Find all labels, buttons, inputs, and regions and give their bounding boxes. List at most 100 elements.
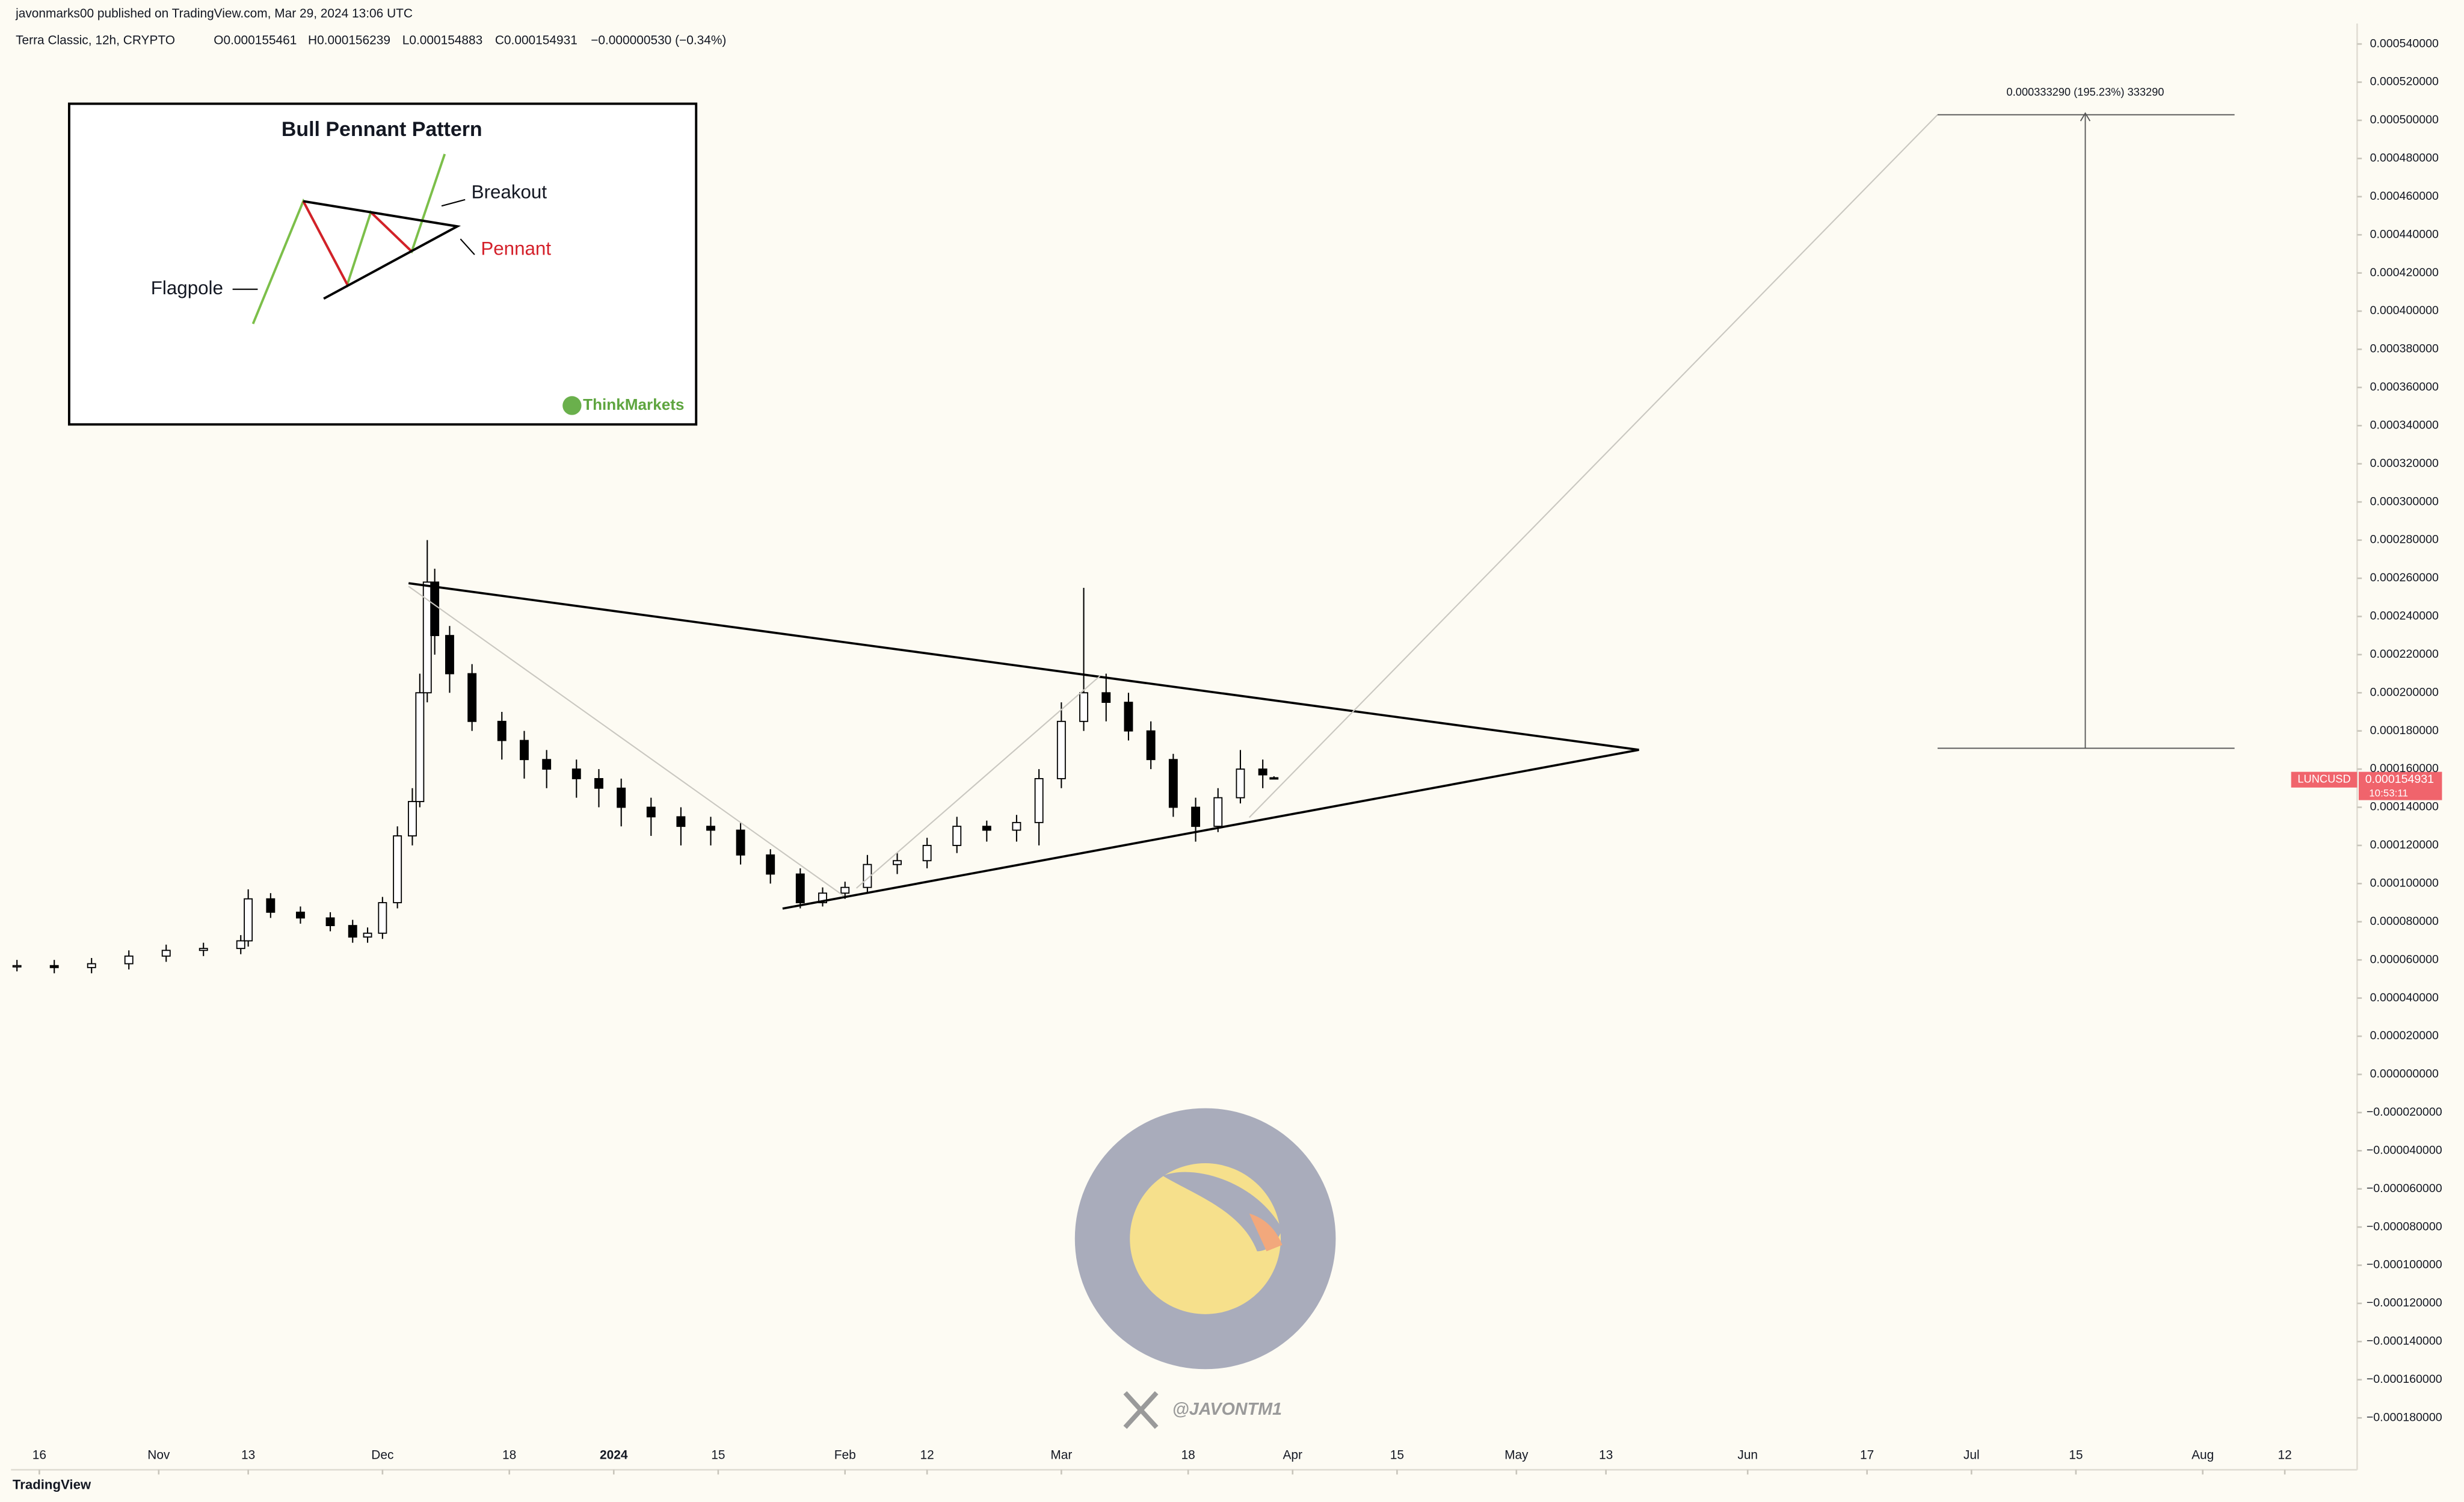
x-tick-label: 13 — [241, 1448, 255, 1462]
projection — [408, 114, 1938, 897]
y-tick-label: 0.000320000 — [2370, 457, 2439, 470]
candle-body — [422, 581, 432, 694]
y-tick-label: −0.000160000 — [2367, 1373, 2442, 1386]
x-tick-label: 15 — [711, 1448, 725, 1462]
brand: ThinkMarkets — [583, 395, 684, 413]
logo-accent — [1249, 1213, 1283, 1252]
y-tick-label: 0.000340000 — [2370, 418, 2439, 431]
y-tick-label: 0.000060000 — [2370, 953, 2439, 966]
inset-frame — [67, 102, 698, 426]
y-tick-label: −0.000120000 — [2367, 1296, 2442, 1309]
y-tick-label: −0.000060000 — [2367, 1182, 2442, 1195]
y-tick-label: 0.000080000 — [2370, 915, 2439, 928]
candle-body — [1034, 778, 1044, 823]
candle-body — [952, 826, 962, 846]
y-tick-label: −0.000180000 — [2367, 1411, 2442, 1424]
inset-title: Bull Pennant Pattern — [282, 118, 482, 141]
price-badge — [2291, 771, 2358, 788]
candle-body — [922, 844, 932, 862]
inset: Bull Pennant Pattern Breakout Pennant Fl… — [67, 102, 698, 426]
price-symbol: LUNCUSD — [2297, 773, 2350, 785]
y-tick-label: 0.000140000 — [2370, 800, 2439, 814]
projection-line — [1248, 114, 1938, 818]
y-tick-label: 0.000300000 — [2370, 495, 2439, 508]
triangle — [408, 582, 1639, 910]
y-tick-label: 0.000460000 — [2370, 190, 2439, 203]
trendline — [408, 582, 1639, 751]
inset-label: Pennant — [481, 238, 551, 259]
watermark: @JAVONTM1 — [1172, 1400, 1282, 1419]
x-tick-label: 17 — [1860, 1448, 1874, 1462]
y-tick-label: 0.000240000 — [2370, 610, 2439, 623]
candle-body — [467, 673, 477, 722]
ohlc: C0.000154931 — [495, 33, 578, 47]
x-tick-label: Dec — [371, 1448, 393, 1462]
candle-body — [295, 911, 305, 919]
candle-body — [393, 835, 402, 903]
x-tick-label: 12 — [920, 1448, 934, 1462]
candle-body — [1168, 759, 1178, 808]
y-tick-label: 0.000000000 — [2370, 1068, 2439, 1081]
candle-body — [408, 801, 417, 836]
y-tick-label: 0.000040000 — [2370, 991, 2439, 1004]
change: −0.000000530 (−0.34%) — [591, 33, 726, 47]
x-tick-label: 13 — [1599, 1448, 1613, 1462]
x-tick-label: Jul — [1964, 1448, 1980, 1462]
y-tick-label: 0.000180000 — [2370, 724, 2439, 737]
candle-body — [840, 886, 850, 894]
pattern — [303, 200, 461, 300]
x-tick-label: May — [1505, 1448, 1529, 1462]
y-tick-label: 0.000520000 — [2370, 75, 2439, 88]
candle-body — [378, 902, 387, 934]
inset-label: Flagpole — [151, 277, 223, 298]
y-tick-label: −0.000080000 — [2367, 1220, 2442, 1233]
x-tick-label: 18 — [502, 1448, 516, 1462]
candle-body — [445, 635, 454, 675]
price-value: 0.000154931 — [2365, 773, 2434, 786]
candle-body — [87, 963, 96, 968]
x-tick-label: 12 — [2278, 1448, 2291, 1462]
candle-body — [1146, 730, 1156, 761]
logo-crescent — [1163, 1172, 1283, 1252]
x-tick-label: Mar — [1050, 1448, 1072, 1462]
pattern — [302, 200, 413, 285]
candle-body — [893, 860, 902, 865]
y-tick-label: 0.000280000 — [2370, 533, 2439, 546]
candle-body — [520, 740, 529, 761]
price-countdown: 10:53:11 — [2369, 788, 2408, 799]
inset-label: Breakout — [472, 182, 547, 203]
candle-body — [706, 826, 715, 831]
y-tick-label: 0.000260000 — [2370, 571, 2439, 584]
candle-body — [571, 768, 581, 779]
measure — [1937, 112, 2235, 749]
ohlc: O0.000155461 — [214, 33, 297, 47]
published: javonmarks00 published on TradingView.co… — [15, 7, 413, 20]
branding: TradingView — [13, 1477, 91, 1492]
x-tick-label: Apr — [1283, 1448, 1303, 1462]
x-tick-label: 15 — [1390, 1448, 1404, 1462]
candle-body — [199, 948, 208, 951]
y-tick-label: −0.000040000 — [2367, 1143, 2442, 1157]
y-tick-label: 0.000500000 — [2370, 113, 2439, 126]
y-tick-label: −0.000140000 — [2367, 1335, 2442, 1348]
candle-body — [1101, 692, 1111, 703]
candle-body — [236, 940, 245, 950]
candle-body — [617, 787, 626, 808]
x-tick-label: Nov — [147, 1448, 170, 1462]
candle-body — [542, 759, 552, 770]
y-tick-label: 0.000480000 — [2370, 152, 2439, 165]
x-tick-label: Feb — [834, 1448, 856, 1462]
candle-body — [363, 932, 372, 938]
candle-body — [325, 917, 335, 927]
y-tick-label: −0.000020000 — [2367, 1105, 2442, 1119]
candle-body — [1056, 720, 1066, 779]
candle-body — [1012, 821, 1021, 831]
x-tick-label: 2024 — [600, 1448, 628, 1462]
ohlc: L0.000154883 — [402, 33, 483, 47]
candle-body — [1124, 702, 1133, 732]
y-tick-label: 0.000100000 — [2370, 877, 2439, 890]
candle-body — [161, 950, 171, 957]
candle-body — [1269, 777, 1279, 780]
candle-body — [1079, 692, 1088, 722]
y-tick-label: 0.000440000 — [2370, 227, 2439, 241]
